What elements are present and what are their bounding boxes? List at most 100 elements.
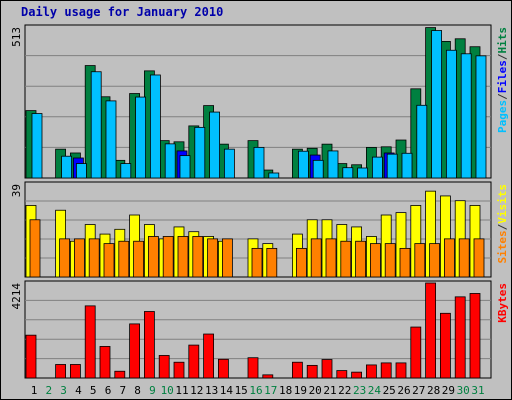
y-max-label-sites-visits: 39 [10, 184, 23, 197]
x-axis-label-day-11: 11 [175, 384, 188, 397]
legend-entry: / [496, 223, 509, 230]
legend-sites-visits: Sites/Visits [496, 184, 509, 264]
bar-pages-day-22 [342, 167, 354, 179]
bar-kbytes-day-29 [439, 312, 451, 379]
bar-pages-day-30 [460, 53, 472, 179]
bar-sites-day-1 [29, 219, 41, 278]
bar-kbytes-day-13 [203, 333, 215, 379]
bar-kbytes-day-24 [365, 364, 377, 379]
bar-kbytes-day-28 [425, 282, 437, 379]
x-axis-label-day-27: 27 [412, 384, 425, 397]
bar-pages-day-14 [223, 148, 235, 179]
x-axis-label-day-24: 24 [368, 384, 382, 397]
y-max-label-pages-files-hits: 513 [10, 27, 23, 47]
x-axis-label-day-9: 9 [149, 384, 156, 397]
bar-pages-day-31 [475, 55, 487, 179]
bar-kbytes-day-12 [188, 344, 200, 379]
bar-sites-day-10 [162, 236, 174, 278]
bar-pages-day-7 [120, 163, 132, 179]
x-axis-label-day-13: 13 [205, 384, 218, 397]
bar-sites-day-14 [221, 238, 233, 278]
bar-sites-day-26 [399, 247, 411, 278]
bar-kbytes-day-6 [99, 346, 111, 379]
bar-kbytes-day-3 [55, 364, 66, 379]
bar-kbytes-day-31 [469, 293, 481, 379]
bar-kbytes-day-22 [336, 370, 348, 379]
bar-kbytes-day-30 [454, 296, 466, 379]
bar-kbytes-day-17 [262, 374, 274, 379]
bar-sites-day-7 [118, 240, 130, 278]
x-axis-label-day-2: 2 [45, 384, 52, 397]
legend-entry: / [496, 53, 509, 60]
panel-sites-visits: 39 Sites/Visits [10, 181, 509, 278]
x-axis-label-day-21: 21 [323, 384, 336, 397]
bar-pages-day-17 [268, 172, 280, 179]
x-axis-label-day-10: 10 [161, 384, 174, 397]
bar-sites-day-20 [310, 238, 322, 278]
x-axis-label-day-30: 30 [457, 384, 470, 397]
bar-kbytes-day-27 [410, 326, 422, 379]
x-axis-label-day-4: 4 [75, 384, 82, 397]
bar-kbytes-day-9 [143, 311, 155, 379]
legend-entry: Hits [496, 27, 509, 54]
bar-sites-day-28 [429, 243, 441, 278]
bar-pages-day-5 [90, 71, 102, 179]
bar-kbytes-day-19 [291, 361, 303, 379]
bar-pages-day-16 [253, 146, 265, 179]
bar-kbytes-day-14 [217, 358, 229, 379]
bar-sites-day-4 [74, 238, 85, 278]
y-max-label-kbytes: 4214 [10, 283, 23, 310]
bar-kbytes-day-7 [114, 370, 126, 379]
bar-pages-day-12 [194, 126, 206, 179]
bar-pages-day-8 [135, 96, 147, 179]
bar-sites-day-29 [443, 238, 455, 278]
bar-kbytes-day-16 [247, 357, 259, 379]
bar-kbytes-day-1 [25, 334, 37, 379]
bar-pages-day-21 [327, 150, 339, 179]
bar-kbytes-day-25 [380, 362, 392, 379]
bar-sites-day-8 [133, 240, 145, 278]
bar-pages-day-11 [179, 155, 191, 179]
x-axis-label-day-29: 29 [442, 384, 455, 397]
bar-sites-day-24 [369, 243, 381, 278]
bar-sites-day-9 [147, 236, 159, 278]
x-axis-label-day-14: 14 [220, 384, 234, 397]
x-axis-label-day-16: 16 [249, 384, 262, 397]
legend-entry: Visits [496, 184, 509, 224]
bar-sites-day-25 [384, 243, 396, 278]
x-axis-label-day-15: 15 [235, 384, 248, 397]
x-axis-label-day-25: 25 [383, 384, 396, 397]
x-axis-label-day-19: 19 [294, 384, 307, 397]
bar-sites-day-17 [266, 247, 278, 278]
legend-pages-files-hits: Pages/Files/Hits [496, 27, 509, 133]
bar-sites-day-27 [414, 243, 426, 278]
bar-kbytes-day-21 [321, 359, 333, 379]
bar-pages-day-28 [431, 30, 443, 179]
bar-kbytes-day-26 [395, 362, 407, 379]
bar-kbytes-day-23 [351, 371, 363, 379]
x-axis-label-day-6: 6 [105, 384, 112, 397]
bar-kbytes-day-11 [173, 361, 185, 379]
bar-pages-day-29 [445, 49, 457, 179]
bar-pages-day-26 [401, 152, 413, 179]
bar-sites-day-3 [59, 238, 70, 278]
x-axis-label-day-31: 31 [471, 384, 484, 397]
x-axis-label-day-26: 26 [397, 384, 410, 397]
panel-kbytes: 4214 KBytes [10, 280, 509, 379]
bar-pages-day-23 [357, 167, 369, 179]
bar-pages-day-25 [386, 153, 398, 179]
x-axis-label-day-12: 12 [190, 384, 203, 397]
x-axis-label-day-23: 23 [353, 384, 366, 397]
bar-pages-day-4 [76, 163, 87, 179]
bar-sites-day-21 [325, 238, 337, 278]
bar-sites-day-12 [192, 236, 204, 278]
legend-entry: Files [496, 60, 509, 93]
x-axis-label-day-1: 1 [31, 384, 38, 397]
bar-pages-day-13 [209, 111, 221, 179]
x-axis-label-day-18: 18 [279, 384, 292, 397]
bar-sites-day-31 [473, 238, 485, 278]
bar-kbytes-day-20 [306, 364, 318, 379]
legend-entry: Sites [496, 230, 509, 263]
